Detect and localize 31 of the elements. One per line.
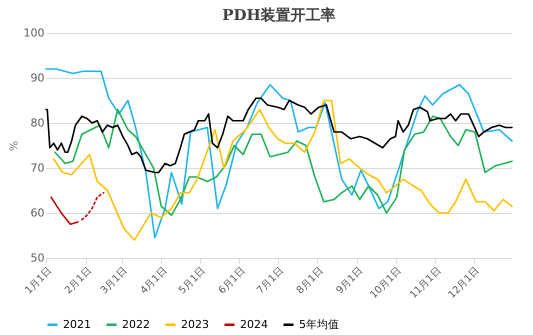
x-tick-label: 7月1日 <box>255 266 286 296</box>
legend-label: 2022 <box>122 318 150 331</box>
line-series <box>81 192 104 221</box>
x-tick-label: 1月1日 <box>23 266 54 296</box>
x-tick-label: 5月1日 <box>176 266 208 296</box>
legend-label: 5年均值 <box>299 318 339 331</box>
x-tick-label: 8月1日 <box>294 266 326 296</box>
y-tick-label: 80 <box>30 116 44 130</box>
line-series <box>50 196 79 226</box>
y-axis-title: % <box>8 140 21 152</box>
x-tick-label: 2月1日 <box>63 266 94 296</box>
x-tick-label: 10月1日 <box>368 266 404 301</box>
legend-label: 2021 <box>63 318 91 331</box>
chart-title: PDH装置开工率 <box>222 6 336 24</box>
legend-label: 2023 <box>181 318 209 331</box>
x-tick-label: 11月1日 <box>408 266 444 301</box>
y-tick-label: 90 <box>30 72 44 84</box>
y-tick-label: 60 <box>30 206 44 220</box>
x-tick-label: 4月1日 <box>138 266 170 296</box>
x-tick-label: 12月1日 <box>446 266 482 301</box>
x-tick-label: 9月1日 <box>334 266 366 296</box>
line-series <box>52 100 513 241</box>
line-series <box>54 108 513 216</box>
x-tick-label: 3月1日 <box>98 266 130 296</box>
legend-label: 2024 <box>240 318 268 331</box>
y-tick-label: 70 <box>30 162 44 174</box>
line-series <box>45 68 513 239</box>
line-series <box>45 97 513 174</box>
x-tick-label: 6月1日 <box>216 266 248 296</box>
y-tick-label: 100 <box>24 26 44 40</box>
y-tick-label: 50 <box>30 252 44 264</box>
